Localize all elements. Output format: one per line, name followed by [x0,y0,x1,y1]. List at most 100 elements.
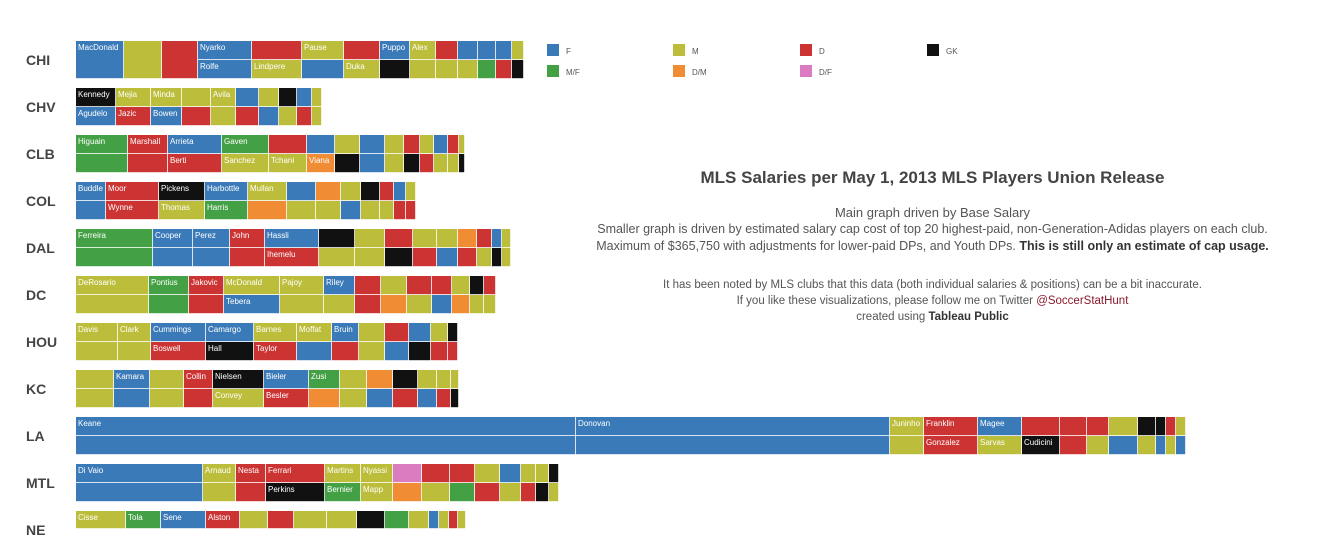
player-cell[interactable] [302,60,344,79]
player-cell[interactable] [393,464,422,483]
player-cell[interactable] [106,182,159,201]
player-cell[interactable] [319,229,355,248]
player-cell[interactable] [924,436,978,455]
player-cell[interactable] [254,323,297,342]
player-cell[interactable] [385,323,409,342]
player-cell[interactable] [484,295,496,314]
player-cell[interactable] [344,41,380,60]
player-cell[interactable] [449,511,458,529]
player-cell[interactable] [549,464,559,483]
player-cell[interactable] [359,342,385,361]
player-cell[interactable] [316,182,341,201]
player-cell[interactable] [280,295,324,314]
player-cell[interactable] [420,135,434,154]
player-cell[interactable] [470,295,484,314]
player-cell[interactable] [76,342,118,361]
player-cell[interactable] [161,511,206,529]
player-cell[interactable] [385,229,413,248]
player-cell[interactable] [1166,436,1176,455]
player-cell[interactable] [431,323,448,342]
player-cell[interactable] [431,342,448,361]
player-cell[interactable] [477,229,492,248]
player-cell[interactable] [422,464,450,483]
player-cell[interactable] [151,107,182,126]
player-cell[interactable] [407,295,432,314]
player-cell[interactable] [266,483,325,502]
player-cell[interactable] [294,511,327,529]
player-cell[interactable] [978,436,1022,455]
player-cell[interactable] [76,135,128,154]
player-cell[interactable] [502,229,511,248]
player-cell[interactable] [118,323,151,342]
player-cell[interactable] [252,41,302,60]
player-cell[interactable] [312,88,322,107]
player-cell[interactable] [404,154,420,173]
player-cell[interactable] [193,229,230,248]
player-cell[interactable] [1060,436,1087,455]
player-cell[interactable] [76,88,116,107]
player-cell[interactable] [76,154,128,173]
legend-swatch[interactable] [547,44,559,56]
player-cell[interactable] [327,511,357,529]
player-cell[interactable] [1087,436,1109,455]
player-cell[interactable] [264,370,309,389]
player-cell[interactable] [410,41,436,60]
player-cell[interactable] [359,323,385,342]
player-cell[interactable] [452,295,470,314]
player-cell[interactable] [1060,417,1087,436]
player-cell[interactable] [380,201,394,220]
player-cell[interactable] [128,135,168,154]
player-cell[interactable] [404,135,420,154]
player-cell[interactable] [496,41,512,60]
player-cell[interactable] [450,464,475,483]
player-cell[interactable] [319,248,355,267]
player-cell[interactable] [458,229,477,248]
player-cell[interactable] [128,154,168,173]
player-cell[interactable] [236,483,266,502]
player-cell[interactable] [492,229,502,248]
player-cell[interactable] [890,417,924,436]
player-cell[interactable] [380,182,394,201]
player-cell[interactable] [458,41,478,60]
player-cell[interactable] [309,370,340,389]
player-cell[interactable] [150,389,184,408]
player-cell[interactable] [287,201,316,220]
player-cell[interactable] [355,229,385,248]
player-cell[interactable] [437,248,458,267]
player-cell[interactable] [76,511,126,529]
player-cell[interactable] [536,483,549,502]
player-cell[interactable] [458,248,477,267]
player-cell[interactable] [393,389,418,408]
player-cell[interactable] [413,248,437,267]
player-cell[interactable] [385,248,413,267]
player-cell[interactable] [475,483,500,502]
player-cell[interactable] [361,201,380,220]
player-cell[interactable] [335,135,360,154]
player-cell[interactable] [76,389,114,408]
player-cell[interactable] [76,464,203,483]
player-cell[interactable] [436,41,458,60]
player-cell[interactable] [264,389,309,408]
player-cell[interactable] [448,342,458,361]
player-cell[interactable] [76,436,576,455]
player-cell[interactable] [230,229,265,248]
player-cell[interactable] [184,389,213,408]
legend-swatch[interactable] [800,65,812,77]
player-cell[interactable] [193,248,230,267]
player-cell[interactable] [302,41,344,60]
player-cell[interactable] [429,511,439,529]
player-cell[interactable] [409,511,429,529]
player-cell[interactable] [434,135,448,154]
player-cell[interactable] [409,342,431,361]
player-cell[interactable] [279,107,297,126]
player-cell[interactable] [168,154,222,173]
player-cell[interactable] [307,135,335,154]
player-cell[interactable] [341,201,361,220]
player-cell[interactable] [394,201,406,220]
player-cell[interactable] [76,201,106,220]
player-cell[interactable] [576,417,890,436]
player-cell[interactable] [76,417,576,436]
player-cell[interactable] [357,511,385,529]
player-cell[interactable] [432,276,452,295]
player-cell[interactable] [335,154,360,173]
